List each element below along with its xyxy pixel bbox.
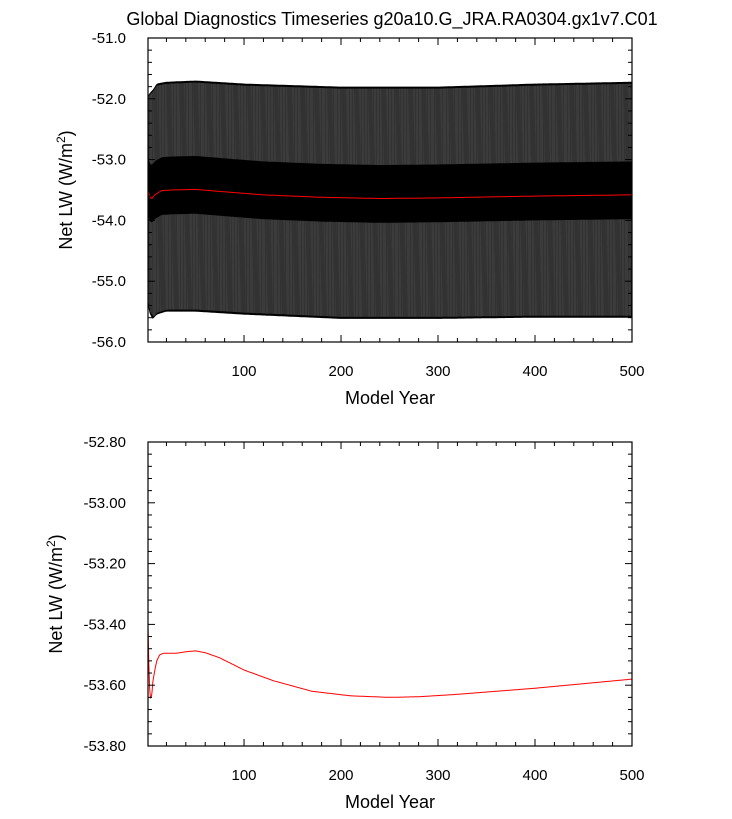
y-tick-label: -53.00 [83, 495, 126, 512]
annual-mean-line [148, 624, 632, 699]
x-tick-label: 300 [425, 363, 450, 380]
y-axis-label-superscript: 2 [54, 136, 68, 143]
x-axis-label: Model Year [345, 388, 435, 408]
annual-mean-line [148, 188, 632, 199]
y-tick-label: -53.60 [83, 677, 126, 694]
x-tick-label: 400 [522, 767, 547, 784]
bottom-panel: 100 200 300 400 500 -53.80 -53.60 -53.40 -53.20 -… [44, 434, 645, 812]
x-tick-label: 200 [329, 767, 354, 784]
y-axis-label: Net LW (W/m2) [54, 130, 76, 249]
x-tick-label: 100 [232, 767, 257, 784]
y-axis-label-main: Net LW (W/m [46, 547, 66, 654]
y-tick-label: -52.0 [92, 91, 126, 108]
y-tick-label: -51.0 [92, 30, 126, 47]
plot-area [148, 624, 632, 699]
y-tick-label: -53.40 [83, 616, 126, 633]
x-tick-label: 300 [425, 767, 450, 784]
x-tick-label: 500 [619, 767, 644, 784]
y-axis-label-main: Net LW (W/m [56, 143, 76, 250]
y-axis-label-close: ) [56, 130, 76, 136]
y-tick-label: -53.20 [83, 556, 126, 573]
x-tick-label: 200 [329, 363, 354, 380]
y-tick-label: -56.0 [92, 334, 126, 351]
y-tick-label: -55.0 [92, 273, 126, 290]
plot-frame [147, 441, 633, 747]
plot-area [148, 80, 632, 319]
y-tick-label: -53.0 [92, 152, 126, 169]
plot-frame [147, 37, 633, 343]
y-axis-label-superscript: 2 [44, 540, 58, 547]
y-axis-label-close: ) [46, 534, 66, 540]
x-tick-label: 400 [522, 363, 547, 380]
y-tick-label: -54.0 [92, 212, 126, 229]
envelope-core-band [148, 156, 632, 223]
x-tick-label: 500 [619, 363, 644, 380]
y-tick-label: -53.80 [83, 738, 126, 755]
x-axis-label: Model Year [345, 792, 435, 812]
top-panel: 100 200 300 400 500 -56.0 -55.0 -54.0 -53.0 -52.0… [54, 30, 645, 408]
y-tick-label: -52.80 [83, 434, 126, 451]
y-axis-label: Net LW (W/m2) [44, 534, 66, 653]
chart-title: Global Diagnostics Timeseries g20a10.G_J… [126, 9, 657, 30]
x-tick-label: 100 [232, 363, 257, 380]
